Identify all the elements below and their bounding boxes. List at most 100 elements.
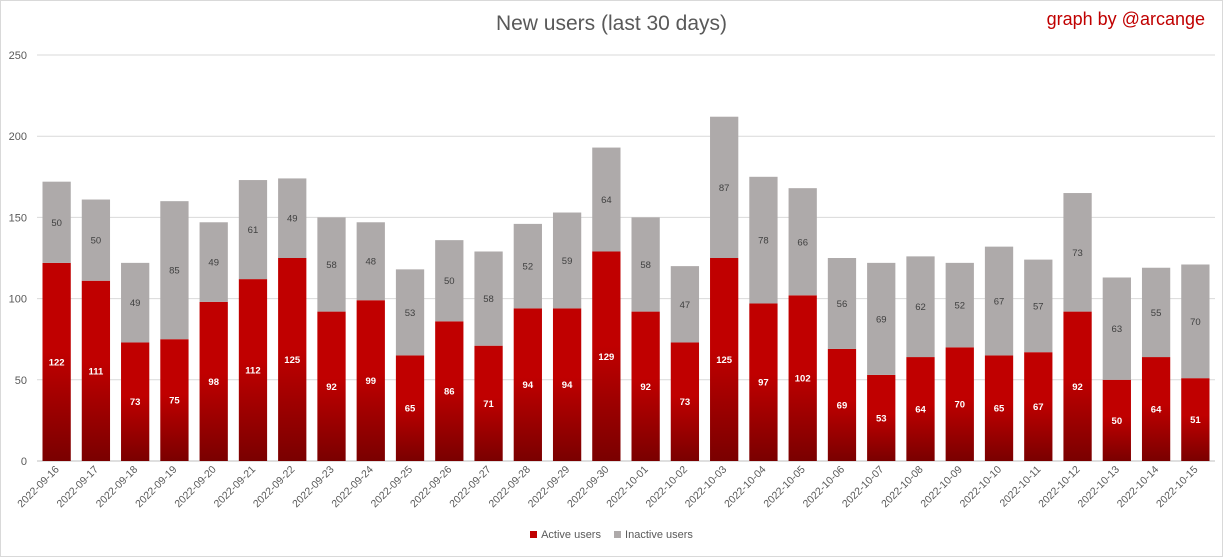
bars: 122 50 111 50 73 49 75 85 98 49 112 61 125 49 92 58 99 48… bbox=[42, 116, 1210, 461]
data-label-active: 92 bbox=[326, 382, 337, 393]
data-label-inactive: 55 bbox=[1151, 308, 1162, 319]
bar-inactive bbox=[867, 262, 896, 375]
bar-active bbox=[121, 342, 150, 461]
legend-swatch-active bbox=[530, 531, 538, 538]
bar-active bbox=[749, 303, 778, 461]
data-label-inactive: 52 bbox=[523, 262, 534, 273]
bar-inactive bbox=[1024, 259, 1053, 353]
data-label-inactive: 67 bbox=[994, 297, 1005, 308]
data-label-inactive: 58 bbox=[326, 260, 337, 271]
bar-inactive bbox=[670, 266, 700, 343]
data-label-active: 92 bbox=[1072, 382, 1083, 393]
data-label-inactive: 49 bbox=[287, 214, 298, 225]
data-label-active: 64 bbox=[1151, 405, 1162, 416]
data-label-inactive: 78 bbox=[758, 236, 769, 247]
legend-label-active: Active users bbox=[541, 529, 601, 541]
data-label-active: 111 bbox=[88, 366, 104, 377]
data-label-inactive: 87 bbox=[719, 183, 730, 194]
x-tick-label: 2022-10-15 bbox=[1154, 464, 1201, 511]
legend: Active users Inactive users bbox=[0, 529, 1223, 541]
data-label-inactive: 49 bbox=[130, 298, 141, 309]
legend-label-inactive: Inactive users bbox=[625, 529, 693, 541]
data-label-active: 125 bbox=[716, 355, 733, 366]
data-label-active: 70 bbox=[954, 400, 965, 411]
bar-active bbox=[1141, 357, 1171, 461]
y-tick-label: 50 bbox=[15, 375, 27, 387]
data-label-inactive: 50 bbox=[444, 276, 455, 287]
bar-active bbox=[1181, 378, 1210, 461]
bar-inactive bbox=[710, 116, 739, 258]
data-label-inactive: 58 bbox=[640, 260, 651, 271]
bar-active bbox=[513, 308, 542, 461]
bar-inactive bbox=[278, 178, 307, 258]
bar-active bbox=[317, 311, 346, 461]
data-label-inactive: 85 bbox=[169, 266, 180, 277]
bar-inactive bbox=[552, 212, 582, 309]
data-label-inactive: 70 bbox=[1190, 317, 1201, 328]
bar-inactive bbox=[984, 246, 1014, 356]
bar-active bbox=[552, 308, 582, 461]
bar-inactive bbox=[788, 188, 817, 296]
bar-active bbox=[906, 357, 935, 461]
bar-active bbox=[631, 311, 660, 461]
bar-inactive bbox=[1102, 277, 1131, 380]
bar-inactive bbox=[199, 222, 228, 302]
bar-inactive bbox=[827, 258, 857, 349]
data-label-active: 97 bbox=[758, 378, 769, 389]
bar-active bbox=[984, 355, 1014, 461]
data-label-inactive: 48 bbox=[365, 257, 376, 268]
legend-item-inactive: Inactive users bbox=[614, 529, 693, 541]
data-label-active: 99 bbox=[365, 376, 376, 387]
bar-active bbox=[395, 355, 425, 461]
bar-active bbox=[356, 300, 385, 461]
y-tick-label: 250 bbox=[9, 50, 27, 62]
data-label-active: 65 bbox=[994, 404, 1005, 415]
y-axis: 0 50 100 150 200 250 bbox=[9, 50, 27, 468]
bar-active bbox=[710, 258, 739, 461]
data-label-inactive: 52 bbox=[954, 301, 965, 312]
bar-active bbox=[160, 339, 189, 461]
bar-active bbox=[1102, 379, 1131, 461]
bar-active bbox=[867, 374, 896, 461]
bar-inactive bbox=[42, 181, 71, 263]
data-label-active: 65 bbox=[405, 404, 416, 415]
bar-active bbox=[788, 295, 817, 461]
bar-active bbox=[81, 280, 111, 461]
data-label-inactive: 47 bbox=[680, 300, 691, 311]
data-label-active: 125 bbox=[284, 355, 301, 366]
data-label-active: 94 bbox=[523, 380, 534, 391]
bar-inactive bbox=[356, 222, 385, 301]
bar-inactive bbox=[513, 223, 542, 309]
data-label-inactive: 49 bbox=[208, 258, 219, 269]
data-label-active: 94 bbox=[562, 380, 573, 391]
data-label-inactive: 66 bbox=[797, 237, 808, 248]
data-label-active: 98 bbox=[208, 377, 219, 388]
data-label-inactive: 62 bbox=[915, 302, 926, 313]
data-label-inactive: 61 bbox=[248, 225, 259, 236]
bar-inactive bbox=[631, 217, 660, 312]
bar-active bbox=[670, 342, 700, 461]
y-tick-label: 100 bbox=[9, 294, 27, 306]
bar-inactive bbox=[81, 199, 111, 281]
bar-active bbox=[1063, 311, 1092, 461]
data-label-active: 112 bbox=[245, 366, 260, 377]
data-label-active: 92 bbox=[640, 382, 651, 393]
x-tick-label: 2022-10-10 bbox=[958, 464, 1005, 511]
bar-inactive bbox=[160, 201, 189, 340]
data-label-active: 129 bbox=[598, 352, 614, 363]
x-axis: 2022-09-162022-09-172022-09-182022-09-19… bbox=[15, 464, 1200, 511]
bar-active bbox=[945, 347, 974, 461]
data-label-active: 102 bbox=[795, 374, 811, 385]
bar-inactive bbox=[317, 217, 346, 312]
bar-active bbox=[435, 321, 464, 461]
data-label-inactive: 57 bbox=[1033, 301, 1044, 312]
data-label-inactive: 50 bbox=[91, 236, 102, 247]
data-label-inactive: 73 bbox=[1072, 248, 1083, 259]
bar-active bbox=[474, 345, 503, 461]
data-label-inactive: 50 bbox=[51, 218, 62, 229]
bar-active bbox=[42, 262, 71, 461]
bar-inactive bbox=[906, 256, 935, 358]
bar-inactive bbox=[238, 180, 268, 280]
bar-inactive bbox=[121, 262, 150, 343]
data-label-active: 75 bbox=[169, 396, 180, 407]
